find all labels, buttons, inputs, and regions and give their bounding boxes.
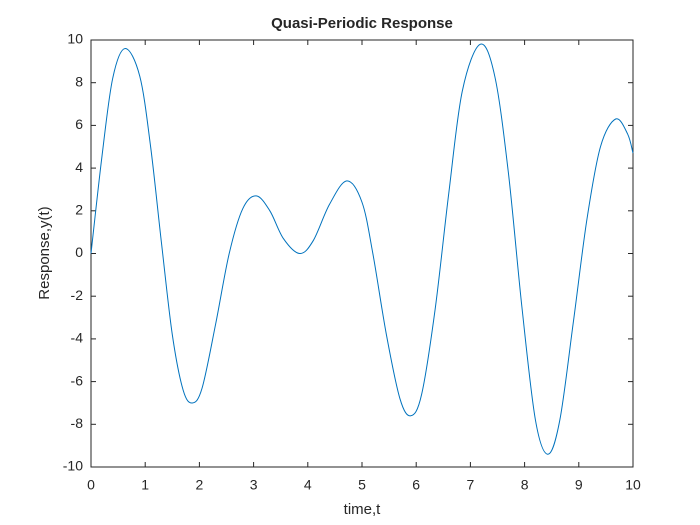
y-tick-label: 10 [67, 31, 83, 47]
x-tick-label: 3 [250, 477, 258, 493]
x-tick-label: 5 [358, 477, 366, 493]
y-tick-label: 6 [75, 116, 83, 132]
y-tick-label: -8 [71, 415, 84, 431]
y-tick-label: -6 [71, 372, 84, 388]
chart-title: Quasi-Periodic Response [271, 15, 453, 32]
data-line [90, 43, 634, 455]
x-tick-label: 0 [87, 477, 95, 493]
x-axis-label: time,t [344, 501, 382, 518]
x-tick-label: 4 [304, 477, 312, 493]
x-tick-label: 7 [467, 477, 475, 493]
y-tick-label: 8 [75, 73, 83, 89]
y-tick-label: -10 [63, 458, 83, 474]
x-tick-label: 6 [412, 477, 420, 493]
x-tick-label: 10 [625, 477, 641, 493]
x-tick-label: 2 [196, 477, 204, 493]
y-tick-label: 2 [75, 202, 83, 218]
y-tick-label: -2 [71, 287, 84, 303]
x-tick-label: 8 [521, 477, 529, 493]
y-tick-label: 0 [75, 244, 83, 260]
y-tick-label: 4 [75, 159, 83, 175]
y-tick-label: -4 [71, 330, 84, 346]
x-tick-label: 1 [141, 477, 149, 493]
y-axis-label: Response,y(t) [36, 206, 53, 299]
x-tick-label: 9 [575, 477, 583, 493]
